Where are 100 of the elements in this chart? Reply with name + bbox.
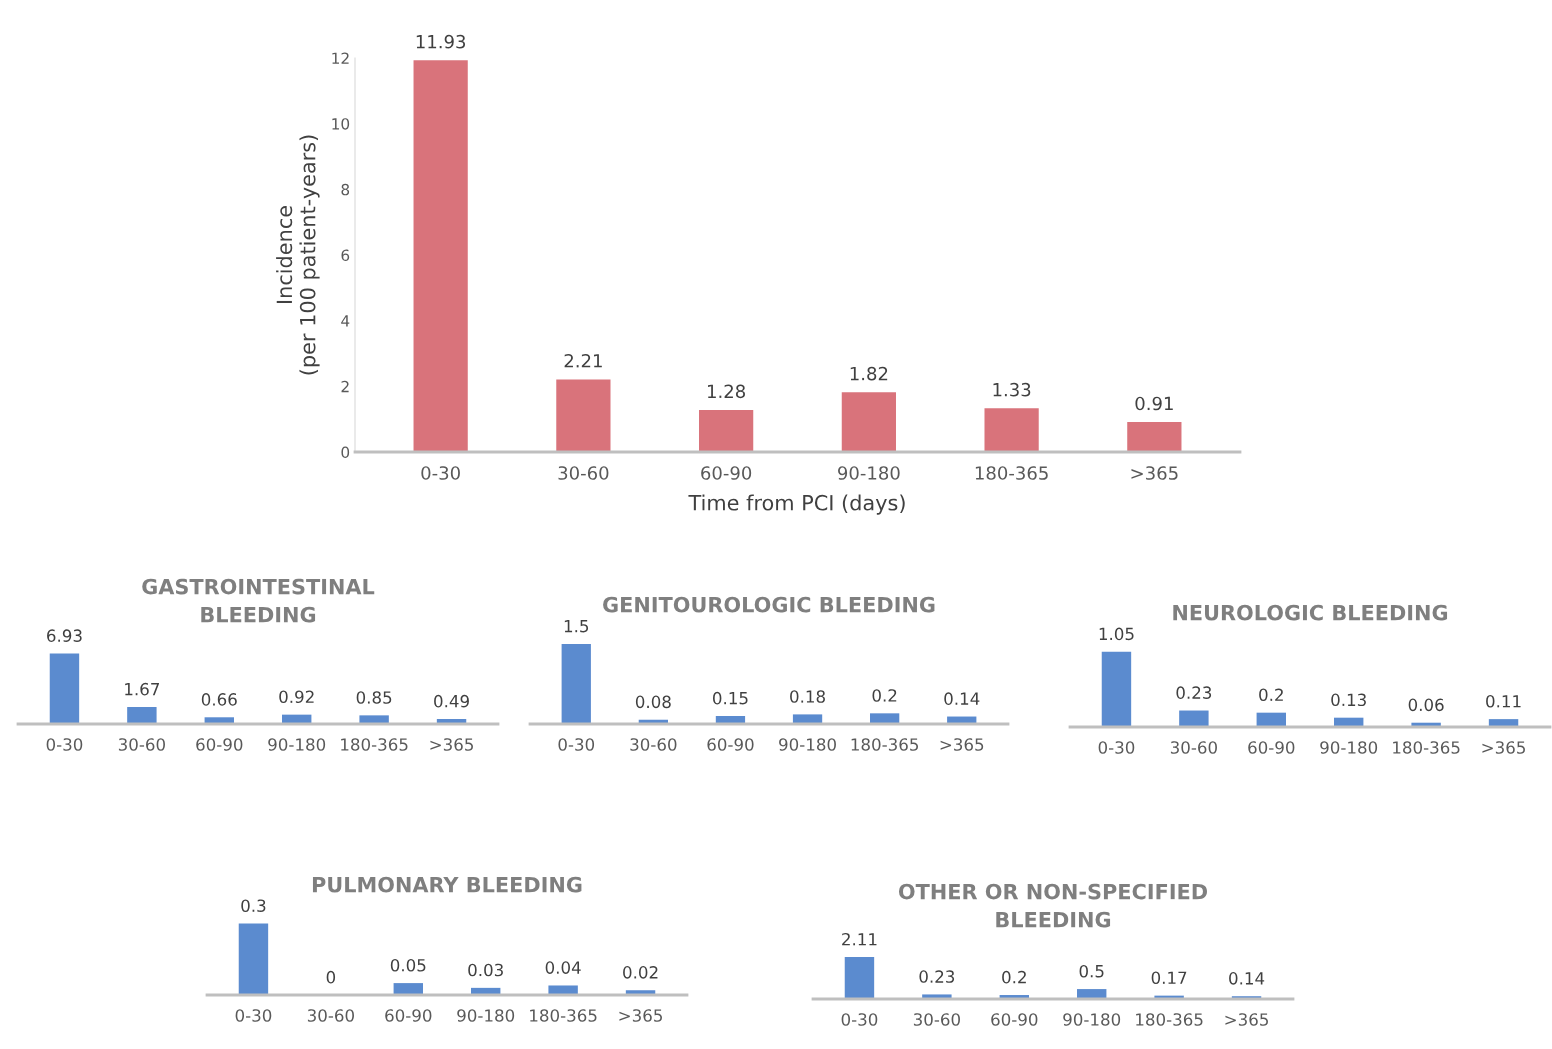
data-label: 0.23 [1176,686,1212,699]
data-label: 1.33 [993,382,1031,397]
x-tick-label: 30-60 [630,738,677,751]
chart-title: GENITOUROLOGIC BLEEDING [603,596,935,613]
data-label: 0.14 [1229,972,1265,985]
y-tick-label: 12 [332,52,349,64]
x-tick-label: 90-180 [268,738,326,751]
x-tick-label: 30-60 [307,1009,354,1022]
x-tick-label: 0-30 [235,1009,272,1022]
data-label: 0.2 [872,689,897,702]
chart-title: PULMONARY BLEEDING [312,876,582,893]
data-label: 0.17 [1151,971,1187,985]
data-label: 1.5 [564,620,589,633]
x-tick-label: 0-30 [841,1013,878,1026]
chart-title: GASTROINTESTINAL BLEEDING [142,578,375,623]
x-tick-label: 180-365 [1393,741,1460,754]
x-tick-label: >365 [1225,1013,1268,1026]
bar [1179,710,1209,727]
data-label: 0.23 [919,970,955,983]
bar [548,985,578,995]
data-label: 0.91 [1135,396,1173,411]
x-tick-label: 0-30 [46,738,83,751]
data-label: 0.02 [623,966,658,979]
data-label: 1.28 [708,384,745,399]
bar [393,983,423,995]
data-label: 0.66 [201,693,237,706]
bar [238,923,269,995]
x-tick-label: 60-90 [701,466,752,480]
bar [984,408,1039,452]
bar [699,409,754,452]
data-label: 0.18 [790,690,825,703]
x-tick-label: 30-60 [558,466,609,480]
bar [127,707,157,724]
x-tick-label: 60-90 [991,1013,1038,1026]
chart-title: OTHER OR NON-SPECIFIED BLEEDING [898,883,1207,928]
data-label: 0.04 [545,961,581,974]
bar [556,379,611,452]
x-tick-label: 60-90 [196,738,243,751]
y-tick-label: 10 [332,118,350,130]
data-label: 11.93 [416,34,466,49]
data-label: 0.3 [241,899,266,913]
y-tick-label: 8 [341,183,350,196]
data-label: 2.21 [564,353,602,368]
x-tick-label: 90-180 [1063,1013,1121,1026]
data-label: 0.08 [635,695,671,709]
data-label: 2.11 [842,932,877,946]
x-tick-label: 60-90 [1248,741,1295,754]
data-label: 0.06 [1408,698,1444,712]
y-tick-label: 6 [341,249,350,262]
y-tick-label: 2 [341,380,349,393]
x-tick-label: >365 [430,738,473,751]
data-label: 1.67 [125,682,159,696]
data-label: 0.2 [1002,970,1026,984]
x-tick-label: 30-60 [118,738,165,751]
data-label: 0.2 [1259,688,1283,702]
chart-title: NEUROLOGIC BLEEDING [1173,604,1448,621]
data-label: 0.92 [279,690,314,704]
x-tick-label: 90-180 [779,738,836,751]
x-tick-label: 0-30 [1098,741,1135,754]
bar [792,714,823,724]
data-label: 0.85 [356,691,392,704]
x-tick-label: 60-90 [385,1009,432,1022]
data-label: 0.14 [944,692,980,705]
x-tick-label: 0-30 [421,466,460,480]
bar [561,644,591,724]
bar [413,60,468,452]
bar [1127,422,1182,452]
data-label: 6.93 [47,629,82,642]
bar [1101,651,1132,727]
y-tick-label: 4 [341,315,350,327]
data-label: 0.11 [1486,694,1521,708]
x-tick-label: 180-365 [341,738,408,751]
x-tick-label: 90-180 [838,466,900,480]
data-label: 1.82 [850,366,888,381]
x-tick-label: >365 [1131,466,1178,480]
bar [359,715,389,724]
bar [841,392,896,452]
x-axis-title: Time from PCI (days) [688,494,905,515]
data-label: 0.05 [390,958,426,972]
x-tick-label: 180-365 [530,1009,597,1022]
bar [922,994,952,999]
data-label: 1.05 [1099,627,1134,641]
data-label: 0.15 [713,691,748,705]
x-tick-label: 90-180 [457,1009,515,1022]
x-tick-label: >365 [1482,741,1525,754]
x-tick-label: 180-365 [975,466,1048,480]
bar [49,653,80,724]
y-tick-label: 0 [341,446,350,459]
data-label: 0.49 [434,694,469,708]
data-label: 0.13 [1331,693,1366,707]
x-tick-label: 30-60 [913,1013,960,1026]
x-tick-label: 0-30 [558,738,595,751]
data-label: 0.03 [468,963,503,977]
x-tick-label: 180-365 [1136,1013,1203,1026]
data-label: 0.5 [1079,964,1104,978]
bar [870,713,900,724]
x-tick-label: >365 [619,1009,662,1022]
x-tick-label: 30-60 [1170,741,1217,754]
x-tick-label: 60-90 [707,738,754,751]
bar [844,957,875,999]
